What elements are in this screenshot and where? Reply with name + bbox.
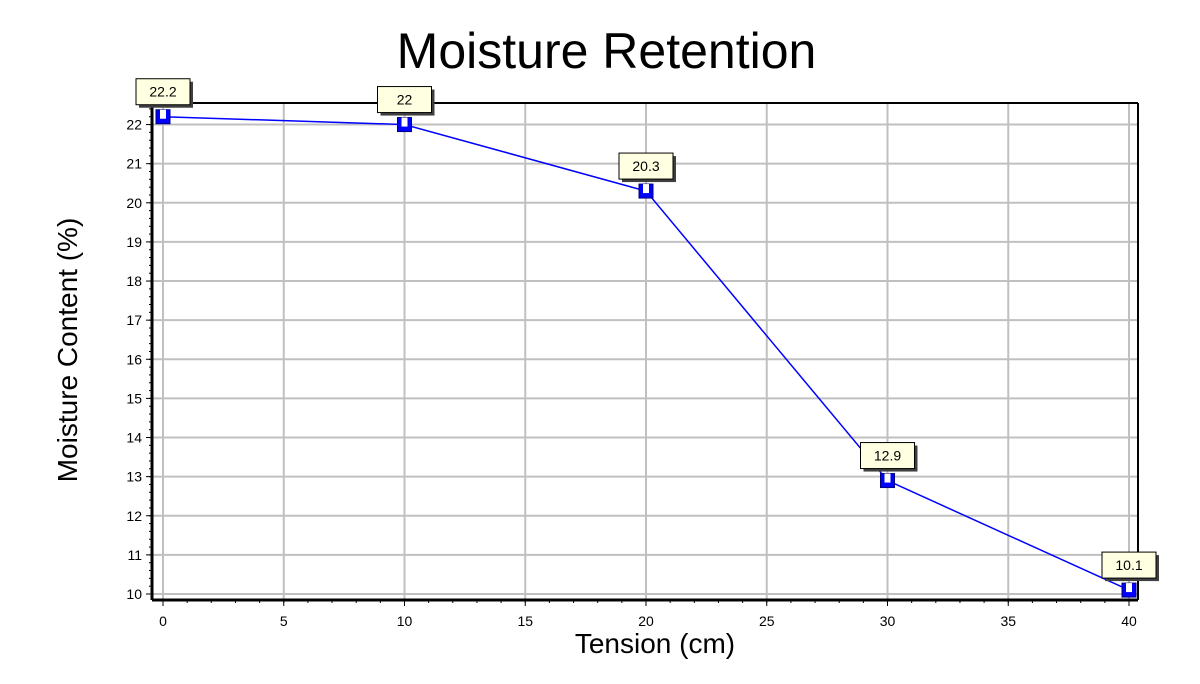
x-tick-label: 0 bbox=[159, 613, 167, 629]
x-tick-label: 20 bbox=[638, 613, 654, 629]
grid-lines bbox=[152, 103, 1138, 600]
x-tick-label: 10 bbox=[397, 613, 413, 629]
data-label-box bbox=[1101, 551, 1157, 579]
y-tick-label: 22 bbox=[126, 117, 142, 133]
data-point-marker-notch bbox=[643, 184, 649, 194]
data-point-marker-notch bbox=[1126, 583, 1132, 593]
y-tick-label: 21 bbox=[126, 156, 142, 172]
x-tick-label: 25 bbox=[759, 613, 775, 629]
x-tick-label: 15 bbox=[517, 613, 533, 629]
y-tick-label: 11 bbox=[127, 547, 142, 563]
data-label-box bbox=[618, 152, 674, 180]
data-point-marker-notch bbox=[160, 109, 166, 119]
data-label-box bbox=[860, 442, 915, 470]
y-tick-label: 12 bbox=[126, 508, 142, 524]
data-label: 22.2 bbox=[149, 84, 176, 100]
y-tick-label: 15 bbox=[126, 390, 142, 406]
x-tick-label: 35 bbox=[1000, 613, 1016, 629]
data-point-marker-notch bbox=[401, 117, 408, 127]
data-label: 22 bbox=[397, 92, 413, 108]
data-point-marker-notch bbox=[884, 473, 891, 483]
data-label-box bbox=[135, 78, 191, 106]
y-tick-label: 17 bbox=[126, 312, 142, 328]
y-tick-label: 18 bbox=[126, 273, 142, 289]
data-label: 10.1 bbox=[1115, 557, 1142, 573]
tick-labels: 0 5 10 15 20 25 30 35 40 10 11 12 13 14 15 16 17 18 19 20 21… bbox=[126, 117, 1137, 629]
y-tick-label: 10 bbox=[126, 586, 142, 602]
data-label: 12.9 bbox=[874, 448, 901, 464]
y-tick-label: 16 bbox=[126, 351, 142, 367]
x-tick-label: 5 bbox=[280, 613, 288, 629]
data-label-box bbox=[377, 86, 432, 114]
data-series bbox=[155, 109, 1137, 598]
y-tick-label: 20 bbox=[126, 195, 142, 211]
chart-title: Moisture Retention bbox=[396, 23, 817, 79]
x-tick-label: 40 bbox=[1121, 613, 1137, 629]
data-labels: 22.2 22 20.3 12.9 10.1 bbox=[135, 78, 1159, 582]
y-tick-label: 14 bbox=[126, 430, 142, 446]
axes bbox=[146, 102, 1139, 606]
data-label: 20.3 bbox=[632, 158, 659, 174]
y-tick-label: 19 bbox=[126, 234, 142, 250]
x-axis-label: Tension (cm) bbox=[574, 628, 736, 659]
y-tick-label: 13 bbox=[126, 469, 142, 485]
x-tick-label: 30 bbox=[880, 613, 896, 629]
